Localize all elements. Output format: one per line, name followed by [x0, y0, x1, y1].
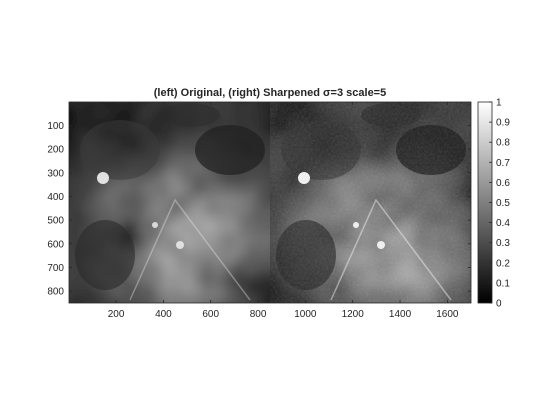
- x-tick-label: 1200: [342, 309, 365, 320]
- y-tick-label: 400: [47, 192, 64, 203]
- chart-title: (left) Original, (right) Sharpened σ=3 s…: [154, 87, 386, 99]
- x-tick-label: 200: [108, 309, 125, 320]
- x-tick-label: 600: [202, 309, 219, 320]
- colorbar-tick-label: 0.2: [496, 258, 510, 269]
- x-tick-label: 1000: [294, 309, 317, 320]
- lunar-image: [69, 102, 471, 303]
- panel-sharpened: [270, 102, 471, 303]
- y-tick-label: 500: [47, 216, 64, 227]
- x-tick-label: 1600: [436, 309, 459, 320]
- colorbar-tick-label: 0.3: [496, 238, 510, 249]
- x-tick-label: 1400: [389, 309, 412, 320]
- x-tick-label: 800: [250, 309, 267, 320]
- colorbar-tick-label: 0.4: [496, 218, 510, 229]
- colorbar-ticks: 0 0.1 0.2 0.3 0.4 0.5 0.6 0.7 0.8 0.9 1: [489, 98, 510, 310]
- colorbar-tick-label: 0.9: [496, 118, 510, 129]
- y-tick-label: 700: [47, 263, 64, 274]
- colorbar-tick-label: 0: [496, 299, 502, 310]
- y-tick-label: 600: [47, 239, 64, 250]
- y-axis-ticks: 100 200 300 400 500 600 700 800: [47, 121, 471, 298]
- y-tick-label: 100: [47, 121, 64, 132]
- colorbar-tick-label: 0.6: [496, 178, 510, 189]
- y-tick-label: 800: [47, 287, 64, 298]
- colorbar-tick-label: 0.5: [496, 198, 510, 209]
- x-axis-ticks: 200 400 600 800 1000 1200 1400 1600: [108, 102, 459, 320]
- colorbar-tick-label: 0.8: [496, 138, 510, 149]
- colorbar-tick-label: 1: [496, 98, 502, 109]
- colorbar-tick-label: 0.7: [496, 158, 510, 169]
- colorbar-tick-label: 0.1: [496, 278, 510, 289]
- x-tick-label: 400: [155, 309, 172, 320]
- axes-box: [68, 101, 472, 304]
- y-tick-label: 300: [47, 168, 64, 179]
- panel-original: [69, 102, 270, 303]
- y-tick-label: 200: [47, 145, 64, 156]
